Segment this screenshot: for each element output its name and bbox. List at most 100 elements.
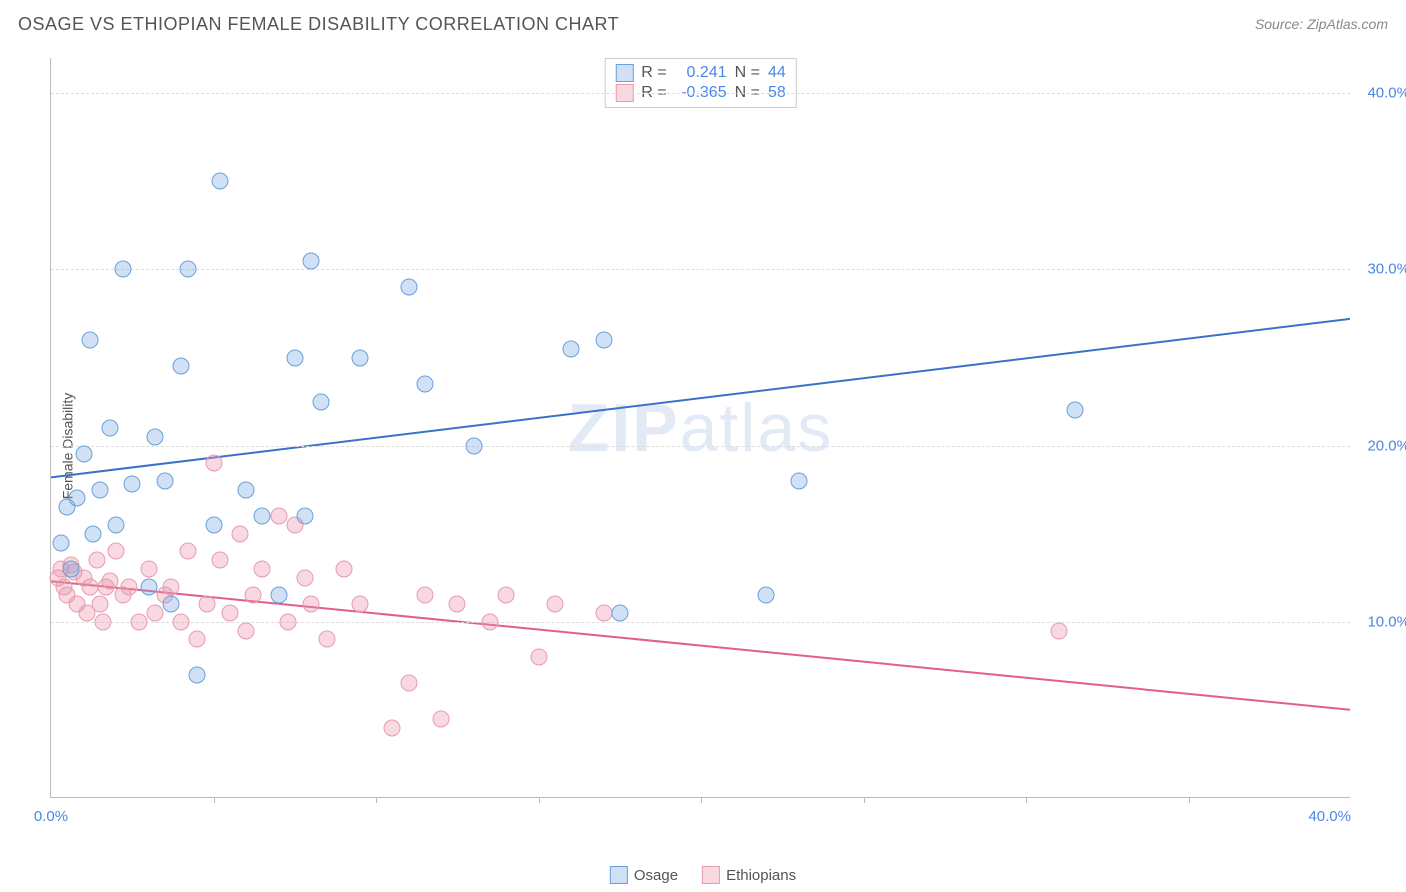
data-point-osage: [758, 587, 775, 604]
data-point-osage: [69, 490, 86, 507]
swatch-osage: [615, 64, 633, 82]
data-point-osage: [212, 173, 229, 190]
gridline: [51, 93, 1350, 94]
data-point-osage: [179, 261, 196, 278]
data-point-ethiopians: [88, 552, 105, 569]
data-point-ethiopians: [163, 578, 180, 595]
data-point-osage: [147, 428, 164, 445]
y-tick-label: 20.0%: [1367, 437, 1406, 454]
stat-row-osage: R = 0.241 N = 44: [615, 63, 785, 83]
data-point-ethiopians: [296, 569, 313, 586]
data-point-ethiopians: [82, 578, 99, 595]
x-tick-label: 40.0%: [1308, 808, 1351, 825]
data-point-ethiopians: [199, 596, 216, 613]
data-point-ethiopians: [498, 587, 515, 604]
data-point-ethiopians: [433, 710, 450, 727]
data-point-ethiopians: [212, 552, 229, 569]
trend-lines: [51, 58, 1350, 797]
data-point-ethiopians: [270, 508, 287, 525]
x-tick: [539, 797, 540, 803]
y-tick-label: 40.0%: [1367, 85, 1406, 102]
data-point-osage: [351, 349, 368, 366]
data-point-osage: [189, 666, 206, 683]
data-point-osage: [563, 340, 580, 357]
data-point-ethiopians: [416, 587, 433, 604]
swatch-ethiopians: [702, 866, 720, 884]
watermark: ZIPatlas: [568, 389, 833, 467]
data-point-osage: [101, 420, 118, 437]
data-point-osage: [296, 508, 313, 525]
gridline: [51, 269, 1350, 270]
swatch-osage: [610, 866, 628, 884]
data-point-osage: [400, 279, 417, 296]
data-point-osage: [286, 349, 303, 366]
source-label: Source: ZipAtlas.com: [1255, 16, 1388, 32]
x-tick: [864, 797, 865, 803]
data-point-osage: [75, 446, 92, 463]
data-point-ethiopians: [384, 719, 401, 736]
data-point-osage: [595, 331, 612, 348]
x-tick: [1189, 797, 1190, 803]
data-point-osage: [163, 596, 180, 613]
data-point-ethiopians: [108, 543, 125, 560]
data-point-ethiopians: [179, 543, 196, 560]
data-point-osage: [85, 525, 102, 542]
data-point-osage: [82, 331, 99, 348]
data-point-ethiopians: [130, 613, 147, 630]
data-point-ethiopians: [238, 622, 255, 639]
data-point-osage: [270, 587, 287, 604]
data-point-ethiopians: [595, 605, 612, 622]
data-point-osage: [205, 516, 222, 533]
plot-area: ZIPatlas R = 0.241 N = 44 R = -0.365 N =…: [50, 58, 1350, 798]
data-point-ethiopians: [140, 560, 157, 577]
data-point-ethiopians: [91, 596, 108, 613]
stat-legend: R = 0.241 N = 44 R = -0.365 N = 58: [604, 58, 796, 108]
legend-item-ethiopians: Ethiopians: [702, 866, 796, 884]
data-point-ethiopians: [101, 573, 118, 590]
chart-header: OSAGE VS ETHIOPIAN FEMALE DISABILITY COR…: [0, 0, 1406, 48]
x-tick: [214, 797, 215, 803]
data-point-ethiopians: [95, 613, 112, 630]
data-point-ethiopians: [530, 649, 547, 666]
data-point-ethiopians: [121, 578, 138, 595]
y-tick-label: 10.0%: [1367, 613, 1406, 630]
data-point-osage: [156, 472, 173, 489]
x-tick: [701, 797, 702, 803]
bottom-legend: Osage Ethiopians: [610, 866, 796, 884]
data-point-ethiopians: [280, 613, 297, 630]
data-point-ethiopians: [351, 596, 368, 613]
data-point-osage: [124, 476, 141, 493]
data-point-ethiopians: [481, 613, 498, 630]
x-tick: [376, 797, 377, 803]
data-point-ethiopians: [205, 455, 222, 472]
data-point-ethiopians: [335, 560, 352, 577]
data-point-osage: [91, 481, 108, 498]
data-point-osage: [62, 560, 79, 577]
data-point-osage: [312, 393, 329, 410]
data-point-ethiopians: [319, 631, 336, 648]
x-tick-label: 0.0%: [34, 808, 68, 825]
data-point-ethiopians: [189, 631, 206, 648]
data-point-osage: [238, 481, 255, 498]
chart-title: OSAGE VS ETHIOPIAN FEMALE DISABILITY COR…: [18, 14, 619, 35]
data-point-osage: [52, 534, 69, 551]
data-point-osage: [416, 375, 433, 392]
y-tick-label: 30.0%: [1367, 261, 1406, 278]
data-point-ethiopians: [303, 596, 320, 613]
data-point-osage: [140, 578, 157, 595]
data-point-osage: [108, 516, 125, 533]
data-point-osage: [254, 508, 271, 525]
data-point-ethiopians: [231, 525, 248, 542]
gridline: [51, 446, 1350, 447]
x-tick: [1026, 797, 1027, 803]
data-point-osage: [114, 261, 131, 278]
data-point-ethiopians: [1050, 622, 1067, 639]
data-point-ethiopians: [173, 613, 190, 630]
data-point-ethiopians: [449, 596, 466, 613]
data-point-osage: [303, 252, 320, 269]
data-point-osage: [465, 437, 482, 454]
data-point-osage: [790, 472, 807, 489]
data-point-osage: [1066, 402, 1083, 419]
data-point-ethiopians: [147, 605, 164, 622]
data-point-osage: [173, 358, 190, 375]
